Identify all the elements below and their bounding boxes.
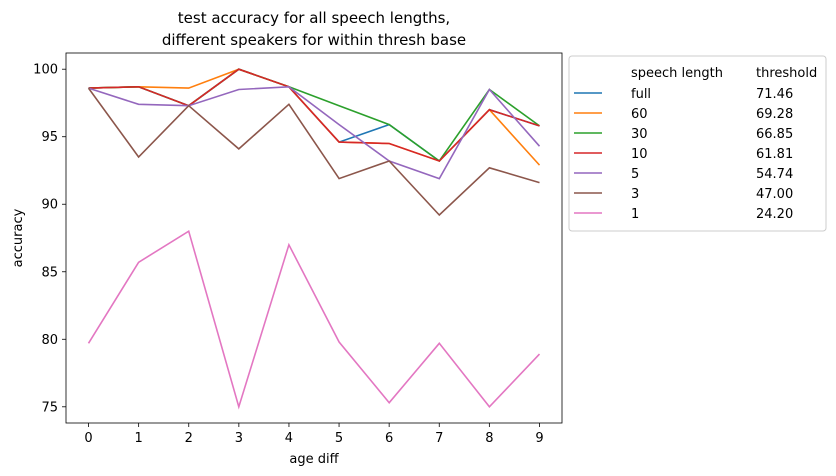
legend-threshold: 47.00 [756,187,793,202]
x-tick-label: 6 [385,431,393,446]
x-tick-label: 4 [285,431,293,446]
chart-title-line-2: different speakers for within thresh bas… [162,31,466,49]
y-axis-label: accuracy [11,208,26,267]
legend-header-name: speech length [631,66,723,81]
legend-threshold: 69.28 [756,107,793,122]
legend-label: 5 [631,167,639,182]
legend-header-value: threshold [756,66,817,81]
x-tick-label: 8 [485,431,493,446]
legend: speech length threshold full 71.46 60 69.28… [568,55,827,232]
legend-threshold: 61.81 [756,147,793,162]
y-tick-label: 75 [41,400,58,415]
x-tick-label: 3 [235,431,243,446]
legend-label: 60 [631,107,648,122]
y-axis-ticks: 75 80 85 90 95 100 [33,63,66,415]
plot-area [66,53,562,423]
x-tick-label: 5 [335,431,343,446]
y-tick-label: 90 [41,198,58,213]
y-tick-label: 95 [41,130,58,145]
series-layer [87,68,541,410]
plot-frame [65,52,563,424]
x-tick-label: 7 [435,431,443,446]
x-tick-label: 9 [535,431,543,446]
legend-label: 3 [631,187,639,202]
x-axis-label: age diff [289,452,339,467]
legend-label: 1 [631,207,639,222]
y-tick-label: 85 [41,265,58,280]
legend-items: full 71.46 60 69.28 30 66.85 10 61.81 5 54.74 3 47.… [574,87,793,222]
x-axis-ticks: 0 1 2 3 4 5 6 7 8 9 [84,423,544,446]
legend-threshold: 24.20 [756,207,793,222]
series-line-5 [88,85,541,180]
y-tick-label: 80 [41,333,58,348]
legend-threshold: 66.85 [756,127,793,142]
legend-threshold: 54.74 [756,167,793,182]
x-tick-label: 2 [185,431,193,446]
series-line-1 [87,229,541,410]
legend-threshold: 71.46 [756,87,793,102]
legend-label: 30 [631,127,648,142]
chart-title-line-1: test accuracy for all speech lengths, [178,9,450,27]
x-tick-label: 0 [84,431,92,446]
legend-box [568,55,827,232]
x-tick-label: 1 [135,431,143,446]
legend-label: 10 [631,147,648,162]
series-line-3 [87,87,540,217]
y-tick-label: 100 [33,63,58,78]
legend-label: full [631,87,651,102]
